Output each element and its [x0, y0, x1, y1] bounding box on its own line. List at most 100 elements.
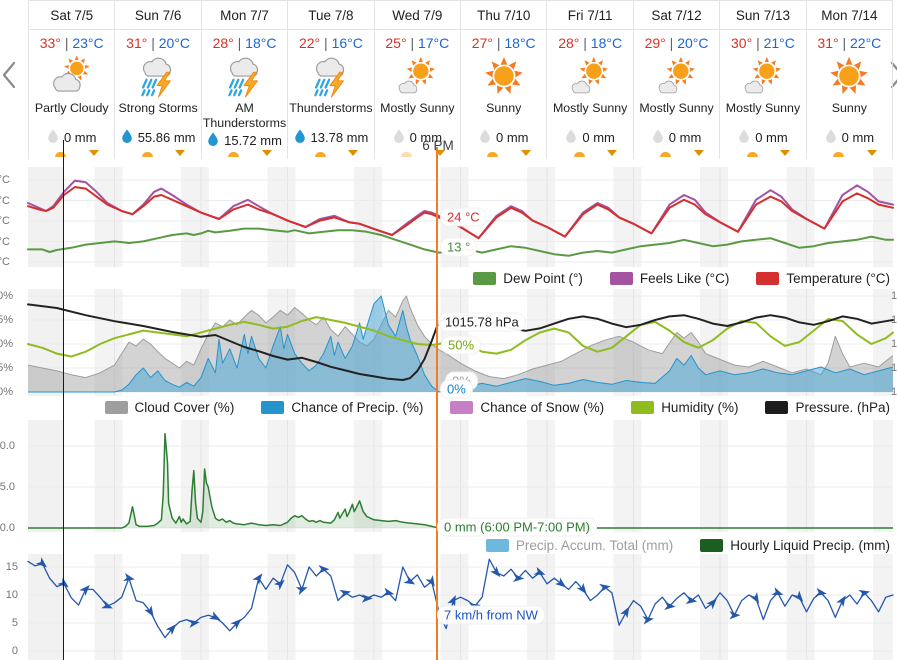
- tooltip-precip: 0 mm (6:00 PM-7:00 PM): [437, 517, 597, 537]
- low-temp: 20°C: [158, 35, 191, 51]
- droplet-icon: [121, 129, 133, 146]
- sunrise-icon: [660, 151, 672, 157]
- legend-swatch: [450, 400, 474, 414]
- day-temps: 33° | 23°C: [39, 35, 104, 51]
- legend-item[interactable]: Precip. Accum. Total (mm): [485, 538, 673, 553]
- mostly-sunny-icon: [658, 56, 695, 94]
- condition-text: Mostly Sunny: [552, 101, 628, 115]
- sunny-icon: [830, 56, 869, 95]
- sunrise-icon: [141, 151, 153, 157]
- hover-crosshair-line: [436, 147, 438, 660]
- legend-label: Humidity (%): [661, 399, 739, 415]
- axis-tick: 20 °C: [0, 235, 10, 248]
- high-temp: 31°: [126, 35, 148, 51]
- condition-text: Thunderstorms: [289, 101, 373, 115]
- previous-icon[interactable]: [1, 60, 19, 92]
- legend-item[interactable]: Feels Like (°C): [609, 271, 729, 286]
- precip-amount: 0 mm: [495, 130, 529, 146]
- day-date: Sat 7/12: [633, 1, 720, 30]
- condition-text: Partly Cloudy: [34, 101, 109, 115]
- legend-item[interactable]: Hourly Liquid Precip. (mm): [700, 538, 890, 553]
- precip-amount: 55.86 mm: [137, 130, 196, 146]
- sunrise-icon: [401, 151, 413, 157]
- storm-icon: [314, 57, 345, 98]
- legend-label: Chance of Snow (%): [480, 399, 605, 415]
- high-temp: 28°: [558, 35, 580, 51]
- day-card[interactable]: Mon 7/7 28° | 18°C AM Thunderstorms 15.7…: [200, 1, 288, 159]
- legend-label: Pressure. (hPa): [795, 399, 890, 415]
- precip-amount: 13.78 mm: [310, 130, 369, 146]
- day-card[interactable]: Sat 7/5 33° | 23°C Partly Cloudy 0 mm: [28, 1, 115, 159]
- legend-item[interactable]: Temperature (°C): [756, 271, 890, 286]
- next-icon[interactable]: [889, 60, 897, 92]
- axis-tick: 50%: [0, 338, 13, 350]
- sunset-icon: [88, 150, 99, 156]
- legend-item[interactable]: Pressure. (hPa): [765, 400, 890, 415]
- day-card[interactable]: Sat 7/12 29° | 20°C Mostly Sunny 0 mm: [632, 1, 720, 159]
- day-card[interactable]: Thu 7/10 27° | 18°C Sunny 0 mm: [460, 1, 547, 159]
- day-date: Thu 7/10: [461, 1, 547, 30]
- legend-atmosphere: Cloud Cover (%) Chance of Precip. (%) Chan…: [104, 398, 890, 416]
- droplet-icon: [393, 129, 405, 146]
- day-date: Sun 7/13: [720, 1, 806, 30]
- axis-tick: 10.0: [0, 440, 15, 452]
- day-temps: 30° | 21°C: [731, 35, 795, 51]
- high-temp: 29°: [644, 35, 666, 51]
- legend-swatch: [765, 400, 789, 414]
- legend-item[interactable]: Humidity (%): [631, 400, 738, 415]
- sunset-icon: [434, 150, 445, 156]
- low-temp: 16°C: [331, 35, 363, 51]
- tooltip-pop: 0%: [440, 379, 473, 399]
- axis-tick: 1012: [891, 338, 897, 350]
- day-card[interactable]: Tue 7/8 22° | 16°C Thunderstorms 13.78 m…: [287, 1, 374, 159]
- sunset-icon: [866, 150, 877, 156]
- low-temp: 20°C: [677, 35, 709, 51]
- legend-item[interactable]: Chance of Precip. (%): [261, 400, 423, 415]
- day-card[interactable]: Wed 7/9 25° | 17°C Mostly Sunny 0 mm: [373, 1, 461, 159]
- mostly-sunny-icon: [398, 56, 436, 94]
- precip-amount: 0 mm: [668, 130, 702, 146]
- legend-label: Hourly Liquid Precip. (mm): [730, 537, 890, 553]
- legend-label: Chance of Precip. (%): [291, 399, 424, 415]
- day-card[interactable]: Sun 7/13 30° | 21°C Mostly Sunny 0 mm: [719, 1, 806, 159]
- axis-tick: 15 °C: [0, 256, 10, 268]
- day-card[interactable]: Sun 7/6 31° | 20°C Strong Storms 55.86 m…: [114, 1, 201, 159]
- sunrise-icon: [314, 151, 326, 157]
- legend-item[interactable]: Chance of Snow (%): [450, 400, 604, 415]
- sunset-icon: [348, 150, 359, 156]
- low-temp: 18°C: [504, 35, 536, 51]
- legend-label: Cloud Cover (%): [134, 399, 235, 415]
- legend-swatch: [700, 538, 724, 552]
- legend-item[interactable]: Dew Point (°): [473, 271, 583, 286]
- droplet-icon: [652, 129, 664, 146]
- day-temps: 25° | 17°C: [385, 35, 450, 51]
- axis-tick: 5: [11, 617, 18, 629]
- day-card[interactable]: Mon 7/14 31° | 22°C Sunny 0 mm: [805, 1, 894, 159]
- droplet-icon: [738, 129, 750, 146]
- day-card[interactable]: Fri 7/11 28° | 18°C Mostly Sunny 0 mm: [546, 1, 633, 159]
- legend-swatch: [485, 538, 509, 552]
- legend-item[interactable]: Cloud Cover (%): [104, 399, 235, 415]
- day-date: Mon 7/14: [806, 1, 893, 30]
- precip-amount: 15.72 mm: [224, 132, 282, 148]
- legend-swatch: [261, 400, 285, 414]
- day-date: Mon 7/7: [201, 1, 288, 30]
- precip-amount: 0 mm: [409, 130, 443, 146]
- high-temp: 22°: [298, 35, 321, 51]
- tooltip-humidity: 50%: [441, 335, 482, 355]
- condition-text: Strong Storms: [118, 101, 198, 115]
- partly-cloudy-icon: [52, 55, 90, 92]
- day-date: Tue 7/8: [288, 1, 374, 30]
- droplet-icon: [294, 129, 306, 146]
- day-temps: 31° | 22°C: [817, 35, 882, 51]
- storm-icon: [227, 57, 258, 98]
- legend-swatch: [473, 271, 497, 285]
- day-temps: 22° | 16°C: [298, 35, 363, 51]
- day-date: Wed 7/9: [374, 1, 461, 30]
- high-temp: 30°: [731, 35, 753, 51]
- low-temp: 17°C: [417, 35, 450, 51]
- droplet-icon: [47, 129, 59, 146]
- sunset-icon: [175, 150, 186, 156]
- legend-swatch: [104, 400, 128, 414]
